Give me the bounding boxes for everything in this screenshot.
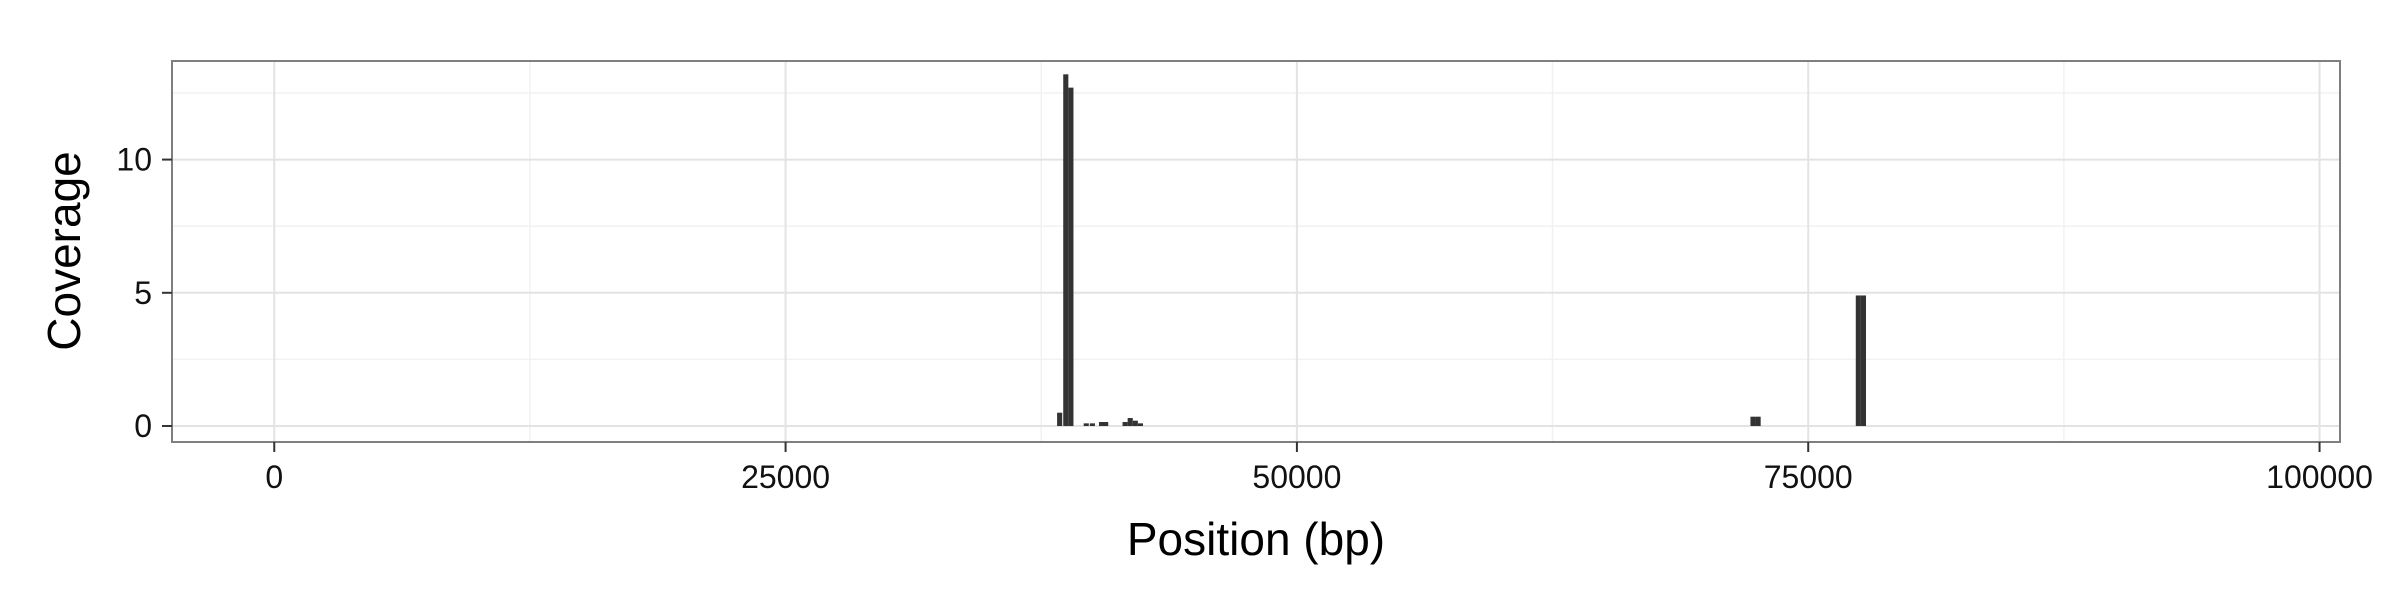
major-grid [172, 61, 2340, 442]
panel-background [172, 61, 2340, 442]
coverage-bar [1860, 295, 1867, 427]
y-tick-label: 5 [134, 275, 152, 311]
x-tick-label: 25000 [741, 459, 830, 495]
coverage-bar [1137, 423, 1143, 427]
coverage-bar [1127, 418, 1133, 427]
coverage-bar [1122, 422, 1128, 427]
coverage-bar [1750, 416, 1756, 427]
coverage-bar [1063, 74, 1069, 427]
coverage-bar [1132, 420, 1138, 427]
x-tick-label: 75000 [1764, 459, 1853, 495]
coverage-bar [1068, 87, 1074, 427]
x-tick-label: 0 [265, 459, 283, 495]
x-tick-label: 100000 [2266, 459, 2373, 495]
y-tick-label: 10 [116, 142, 152, 178]
x-axis-title: Position (bp) [1127, 513, 1385, 565]
coverage-bar [1099, 422, 1105, 427]
x-axis: 0 25000 50000 75000 100000 [265, 442, 2373, 495]
y-axis: 0 5 10 [116, 142, 172, 444]
panel-border [171, 60, 2341, 443]
y-axis-title: Coverage [38, 151, 90, 350]
coverage-bar [1855, 295, 1861, 427]
coverage-bar [1089, 423, 1095, 427]
coverage-bar [1103, 422, 1109, 427]
coverage-bar [1057, 412, 1063, 427]
coverage-bar [1755, 416, 1761, 427]
y-tick-label: 0 [134, 408, 152, 444]
x-tick-label: 50000 [1252, 459, 1341, 495]
bars [1057, 74, 1867, 427]
coverage-bar [1083, 423, 1089, 427]
minor-grid [172, 61, 2340, 442]
